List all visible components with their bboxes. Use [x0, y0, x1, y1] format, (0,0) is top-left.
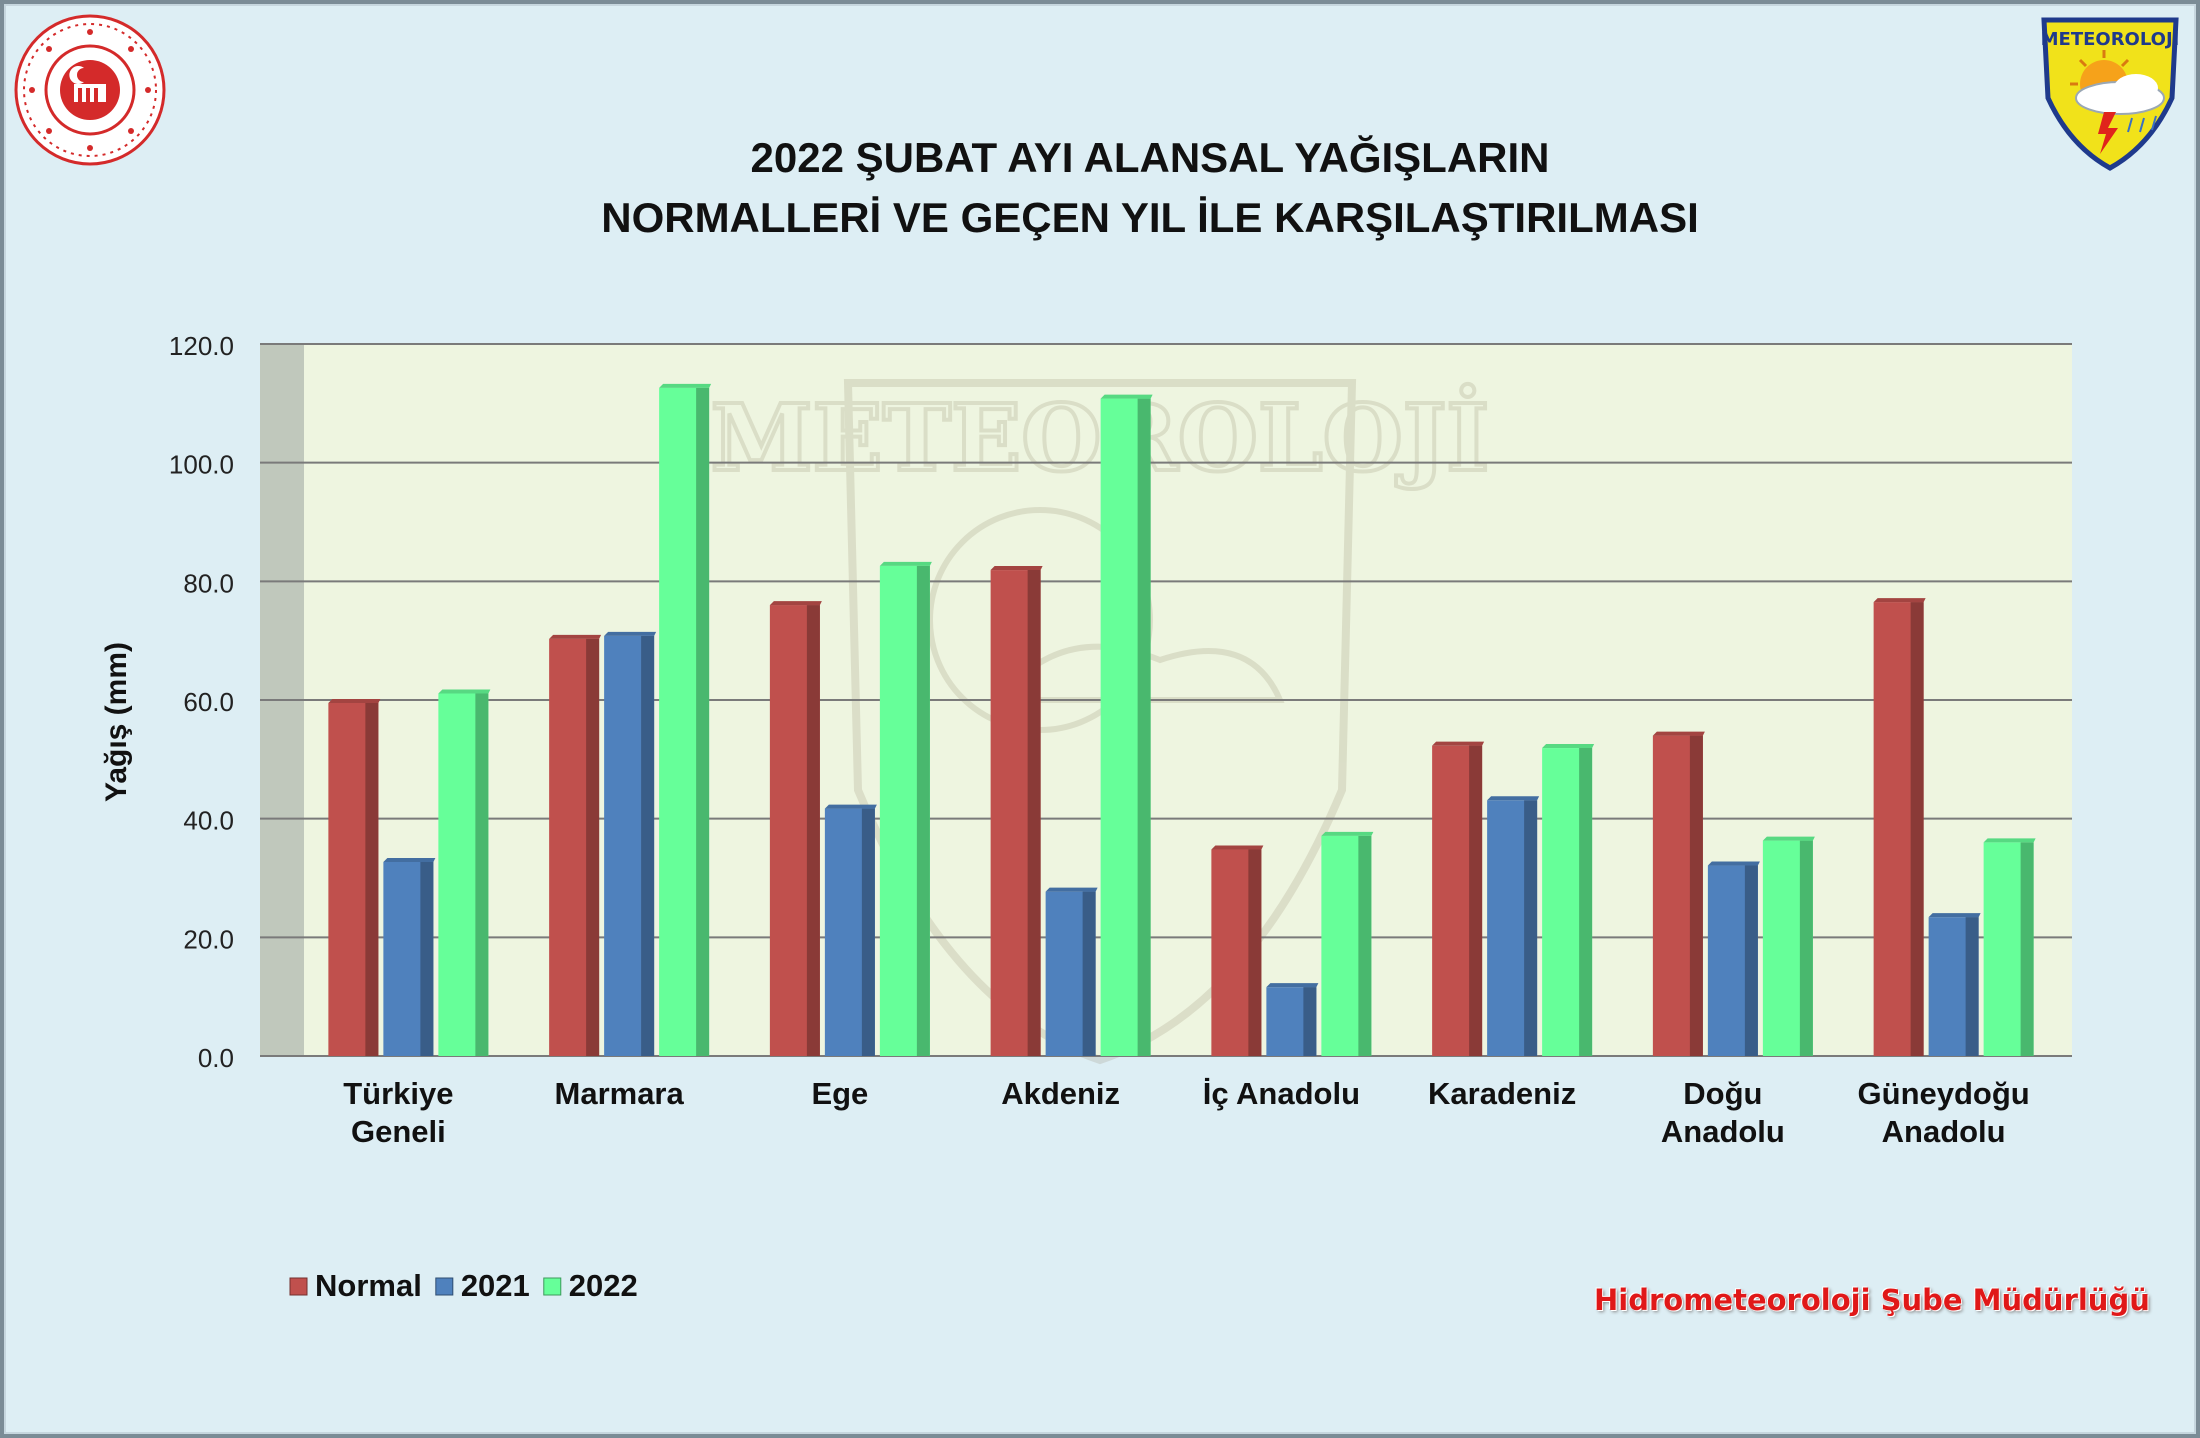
bar [1211, 845, 1264, 1056]
y-tick-label: 60.0 [183, 687, 234, 717]
bar [1928, 913, 1981, 1056]
ministry-seal-logo [14, 14, 166, 166]
x-category-label: Anadolu [1661, 1114, 1785, 1149]
bar [1266, 983, 1319, 1056]
x-category-label: Akdeniz [1001, 1076, 1120, 1111]
bar [1542, 744, 1595, 1056]
bar [879, 561, 932, 1056]
legend-swatch [543, 1277, 562, 1296]
bar [1100, 394, 1153, 1056]
bar [383, 857, 436, 1056]
legend-label: 2022 [569, 1268, 638, 1303]
chart-title: 2022 ŞUBAT AYI ALANSAL YAĞIŞLARIN NORMAL… [0, 128, 2200, 248]
bar [824, 804, 877, 1056]
legend-swatch [289, 1277, 308, 1296]
x-category-label: Marmara [555, 1076, 685, 1111]
x-category-label: Doğu [1683, 1076, 1762, 1111]
bar [1983, 838, 2036, 1056]
chart-title-line-2: NORMALLERİ VE GEÇEN YIL İLE KARŞILAŞTIRI… [601, 194, 1699, 241]
y-axis-label: Yağış (mm) [100, 642, 133, 802]
x-category-label: Güneydoğu [1858, 1076, 2030, 1111]
legend-label: Normal [315, 1268, 422, 1303]
chart-title-line-1: 2022 ŞUBAT AYI ALANSAL YAĞIŞLARIN [750, 134, 1550, 181]
y-tick-label: 40.0 [183, 806, 234, 836]
x-category-label: İç Anadolu [1203, 1076, 1360, 1111]
x-category-label: Türkiye [343, 1076, 453, 1111]
legend-item: 2021 [435, 1268, 530, 1303]
bar [1652, 731, 1705, 1056]
bar [1762, 836, 1815, 1056]
watermark-text: METEOROLOJİ [711, 383, 1490, 492]
bar [769, 601, 822, 1056]
bars [328, 383, 2036, 1056]
x-category-label: Anadolu [1882, 1114, 2006, 1149]
legend-item: 2022 [543, 1268, 638, 1303]
meteoroloji-logo-text: METEOROLOJİ [2041, 28, 2180, 50]
x-category-label: Karadeniz [1428, 1076, 1576, 1111]
y-tick-labels: 0.0 20.0 40.0 60.0 80.0 100.0 120.0 [169, 331, 234, 1073]
legend-swatch [435, 1277, 454, 1296]
legend: Normal 2021 2022 [289, 1268, 638, 1303]
bar [1432, 741, 1485, 1056]
bar [1045, 887, 1098, 1056]
x-category-label: Geneli [351, 1114, 446, 1149]
bar [1487, 796, 1540, 1056]
legend-item: Normal [289, 1268, 422, 1303]
watermark-logo: METEOROLOJİ [709, 379, 1491, 1065]
bar [549, 634, 602, 1056]
bar [659, 383, 712, 1056]
y-tick-label: 80.0 [183, 568, 234, 598]
y-tick-label: 100.0 [169, 450, 234, 480]
bar [1873, 598, 1926, 1056]
y-tick-label: 120.0 [169, 331, 234, 361]
bar [328, 698, 381, 1056]
y-tick-label: 20.0 [183, 924, 234, 954]
y-tick-label: 0.0 [198, 1043, 234, 1073]
x-category-label: Ege [811, 1076, 868, 1111]
meteoroloji-logo: METEOROLOJİ [2041, 17, 2180, 171]
credit-text: Hidrometeoroloji Şube Müdürlüğü [1594, 1283, 2150, 1317]
bar [990, 566, 1043, 1056]
legend-label: 2021 [461, 1268, 530, 1303]
bar [604, 631, 657, 1056]
bar [438, 689, 491, 1056]
bar [1321, 831, 1374, 1056]
bar [1707, 861, 1760, 1056]
